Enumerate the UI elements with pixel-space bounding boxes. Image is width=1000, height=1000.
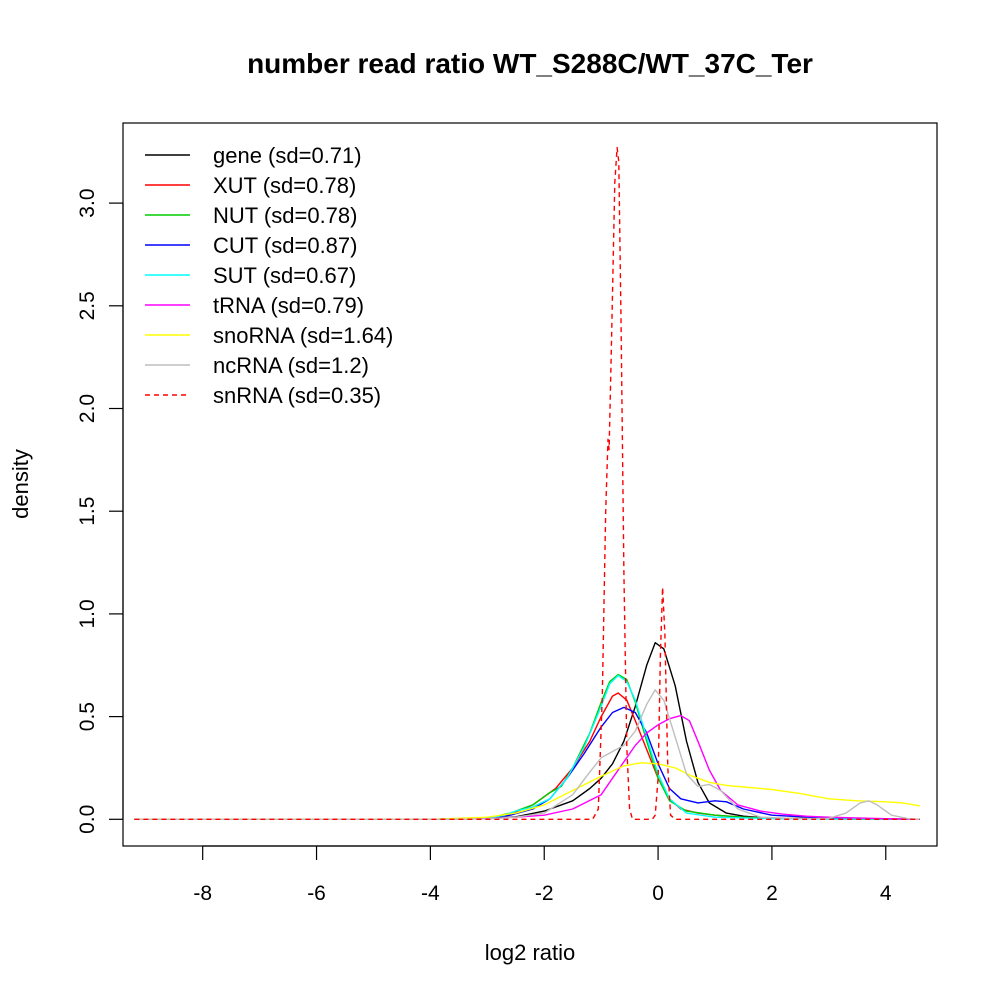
x-tick-label: -6 — [307, 882, 326, 905]
legend-label: snoRNA (sd=1.64) — [213, 323, 393, 348]
y-axis-label: density — [8, 449, 33, 519]
series-line-7 — [134, 689, 920, 820]
x-tick-label: -8 — [193, 882, 212, 905]
x-tick-label: 2 — [766, 882, 778, 905]
series-line-2 — [134, 673, 920, 820]
legend: gene (sd=0.71) XUT (sd=0.78) NUT (sd=0.78)… — [145, 143, 393, 408]
x-axis: -8 -6 -4 -2 0 2 4 — [193, 845, 892, 905]
legend-label: NUT (sd=0.78) — [213, 203, 357, 228]
y-tick-label: 3.0 — [76, 189, 99, 218]
legend-label: SUT (sd=0.67) — [213, 263, 356, 288]
legend-label: XUT (sd=0.78) — [213, 173, 356, 198]
x-tick-label: 0 — [652, 882, 664, 905]
y-tick-label: 0.0 — [76, 805, 99, 834]
x-axis-label: log2 ratio — [485, 940, 576, 965]
x-tick-label: -2 — [535, 882, 554, 905]
series-line-8 — [134, 146, 920, 820]
chart-title: number read ratio WT_S288C/WT_37C_Ter — [247, 48, 813, 79]
series-layer — [134, 146, 921, 820]
x-tick-label: 4 — [880, 882, 892, 905]
y-axis: 0.0 0.5 1.0 1.5 2.0 2.5 3.0 — [76, 189, 124, 834]
y-tick-label: 0.5 — [76, 702, 99, 731]
legend-label: gene (sd=0.71) — [213, 143, 362, 168]
y-tick-label: 1.5 — [76, 497, 99, 526]
y-tick-label: 1.0 — [76, 599, 99, 628]
y-tick-label: 2.0 — [76, 394, 99, 423]
y-tick-label: 2.5 — [76, 291, 99, 320]
legend-label: tRNA (sd=0.79) — [213, 293, 364, 318]
legend-label: snRNA (sd=0.35) — [213, 383, 381, 408]
series-line-0 — [134, 642, 920, 820]
legend-label: CUT (sd=0.87) — [213, 233, 357, 258]
series-line-6 — [134, 762, 921, 820]
legend-label: ncRNA (sd=1.2) — [213, 353, 369, 378]
x-tick-label: -4 — [421, 882, 440, 905]
